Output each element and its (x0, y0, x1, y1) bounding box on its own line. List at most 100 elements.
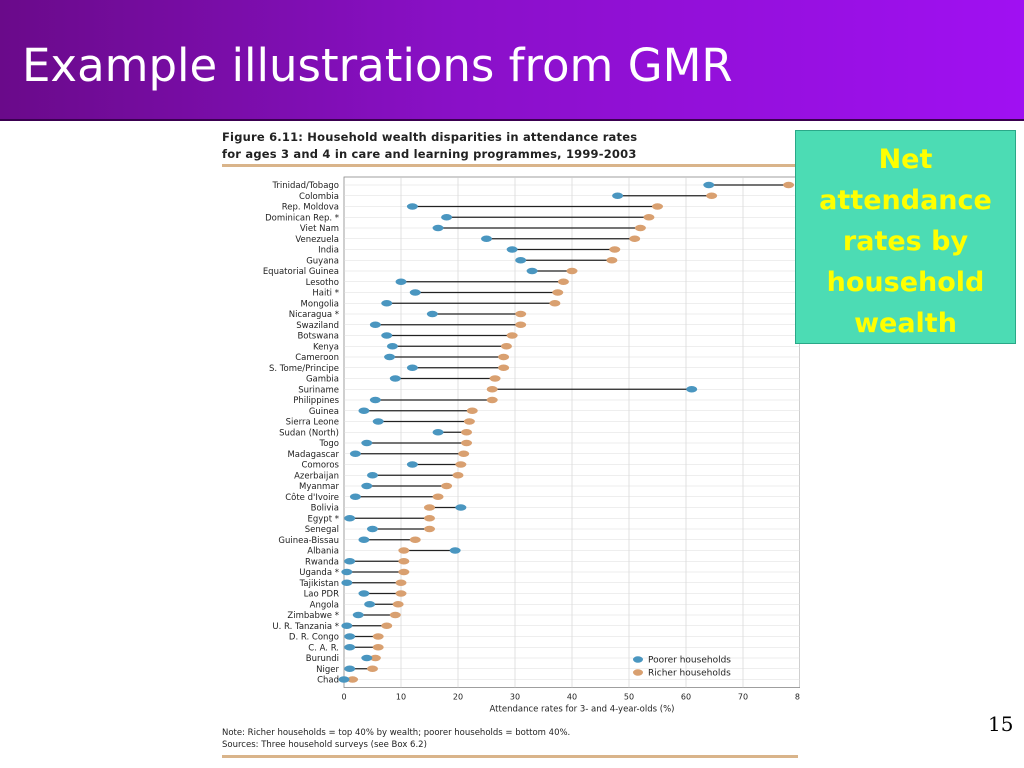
poorer-point (367, 472, 378, 479)
category-label: Azerbaijan (294, 471, 339, 481)
richer-point (552, 289, 564, 296)
category-label: Viet Nam (300, 224, 339, 234)
richer-point (466, 407, 478, 414)
richer-point (367, 665, 378, 672)
category-label: Botswana (297, 332, 339, 342)
category-label: Niger (316, 665, 339, 675)
richer-point (461, 429, 473, 436)
category-label: Lao PDR (304, 590, 340, 600)
richer-point (463, 418, 475, 425)
richer-point (783, 181, 795, 189)
richer-point (515, 321, 527, 328)
category-label: Gambia (306, 375, 339, 385)
poorer-point (381, 300, 393, 307)
richer-point (506, 332, 518, 339)
category-label: Rwanda (305, 557, 339, 567)
category-label: C. A. R. (308, 643, 339, 653)
poorer-point (515, 257, 527, 264)
richer-point (398, 568, 410, 576)
richer-point (398, 558, 410, 565)
x-tick-label: 80 (795, 693, 800, 702)
category-label: Zimbabwe * (287, 611, 339, 621)
figure-bottom-rule (222, 755, 798, 758)
richer-point (347, 676, 359, 683)
category-label: Mongolia (301, 299, 339, 309)
richer-point (398, 547, 410, 554)
category-label: Cameroon (295, 353, 339, 363)
richer-point (441, 482, 453, 490)
richer-point (566, 267, 578, 275)
category-label: Chad (317, 676, 339, 686)
richer-point (515, 310, 527, 318)
poorer-point (426, 310, 438, 318)
x-tick-label: 50 (624, 693, 634, 702)
poorer-point (361, 654, 373, 662)
x-tick-label: 20 (453, 693, 463, 702)
category-label: Côte d'Ivoire (285, 492, 339, 503)
richer-point (424, 515, 435, 522)
poorer-point (389, 375, 401, 382)
richer-point (486, 386, 498, 393)
category-label: Burundi (306, 654, 339, 664)
category-label: Egypt * (308, 514, 339, 524)
richer-point (424, 525, 435, 533)
richer-point (606, 257, 618, 264)
poorer-point (449, 547, 461, 554)
richer-point (557, 278, 569, 285)
richer-point (395, 590, 407, 597)
richer-point (372, 644, 384, 651)
richer-point (498, 364, 510, 371)
legend-poorer-swatch (633, 656, 643, 663)
poorer-point (344, 665, 356, 672)
poorer-point (406, 461, 418, 468)
poorer-point (352, 611, 364, 619)
poorer-point (395, 278, 407, 285)
richer-point (372, 633, 384, 640)
poorer-point (344, 644, 356, 651)
category-label: Bolivia (311, 504, 339, 514)
richer-point (706, 192, 718, 199)
page-number: 15 (988, 712, 1014, 736)
poorer-point (386, 343, 398, 350)
poorer-point (338, 676, 350, 683)
category-label: Colombia (299, 192, 339, 202)
richer-point (652, 203, 663, 210)
category-label: Trinidad/Tobago (271, 181, 339, 191)
poorer-point (361, 439, 373, 447)
poorer-point (384, 353, 396, 361)
richer-point (389, 611, 401, 619)
slide-title: Example illustrations from GMR (22, 39, 733, 92)
figure-top-rule (222, 164, 798, 167)
poorer-point (361, 482, 373, 490)
category-label: Guinea-Bissau (278, 536, 339, 546)
poorer-point (481, 235, 492, 242)
poorer-point (432, 429, 444, 436)
richer-point (458, 450, 470, 457)
poorer-point (369, 321, 381, 328)
category-label: Myanmar (299, 482, 339, 492)
category-label: Suriname (298, 385, 339, 395)
x-tick-label: 40 (567, 693, 577, 702)
poorer-point (358, 407, 370, 414)
richer-point (432, 493, 444, 500)
legend-poorer-label: Poorer households (648, 656, 731, 666)
category-label: India (318, 246, 339, 256)
richer-point (549, 300, 561, 307)
poorer-point (358, 590, 370, 597)
richer-point (500, 343, 512, 350)
category-label: Rep. Moldova (282, 203, 339, 213)
richer-point (629, 235, 641, 242)
poorer-point (703, 181, 715, 189)
poorer-point (686, 386, 698, 393)
poorer-point (341, 568, 353, 576)
category-label: Togo (318, 439, 339, 449)
poorer-point (372, 418, 384, 425)
figure-title-line1: Figure 6.11: Household wealth disparitie… (222, 130, 638, 144)
category-label: Guyana (306, 256, 339, 266)
category-label: Equatorial Guinea (263, 267, 339, 277)
legend-richer-swatch (633, 669, 643, 676)
figure-sources: Sources: Three household surveys (see Bo… (222, 740, 427, 750)
poorer-point (358, 536, 370, 543)
x-tick-label: 10 (396, 693, 406, 702)
